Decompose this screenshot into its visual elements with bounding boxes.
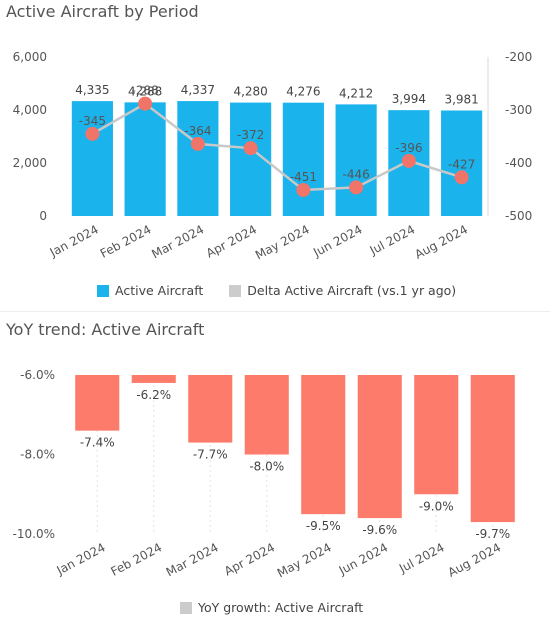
x-tick-label: Mar 2024 xyxy=(149,222,206,261)
bar-value-label: 4,212 xyxy=(339,86,373,100)
y2-tick-label: -300 xyxy=(505,103,532,117)
y2-tick-label: -200 xyxy=(505,50,532,64)
bar-value-label: 4,337 xyxy=(181,83,215,97)
bar-yoy-growth xyxy=(244,375,289,455)
delta-value-label: -451 xyxy=(290,170,317,184)
delta-value-label: -345 xyxy=(79,114,106,128)
x-tick-label: Aug 2024 xyxy=(412,222,470,261)
bar-yoy-growth xyxy=(301,375,346,515)
x-tick-label: Apr 2024 xyxy=(204,222,259,260)
delta-point xyxy=(454,170,469,185)
bar-yoy-growth xyxy=(131,375,176,383)
bar-active-aircraft xyxy=(441,110,483,216)
delta-value-label: -372 xyxy=(237,128,264,142)
chart-title: YoY trend: Active Aircraft xyxy=(6,320,205,339)
legend-label-active-aircraft: Active Aircraft xyxy=(115,283,204,298)
bar-value-label: 3,981 xyxy=(444,93,478,107)
bar-yoy-growth xyxy=(414,375,459,495)
delta-point xyxy=(85,126,100,141)
bar-value-label: -8.0% xyxy=(249,460,284,474)
x-tick-label: Apr 2024 xyxy=(222,540,277,578)
x-tick-label: Feb 2024 xyxy=(98,222,154,260)
y-tick-label: 2,000 xyxy=(13,156,47,170)
x-tick-label: Mar 2024 xyxy=(164,540,221,579)
legend-label-yoy-growth: YoY growth: Active Aircraft xyxy=(198,600,364,615)
bar-yoy-growth xyxy=(188,375,233,443)
bar-value-label: -9.6% xyxy=(362,523,397,537)
bar-value-label: 3,994 xyxy=(392,92,426,106)
chart-yoy-trend: -6.0% -8.0% -10.0% -7.4% -6.2% -7.7% -8.0% -9.5… xyxy=(13,368,515,580)
divider xyxy=(0,311,550,312)
bar-yoy-growth xyxy=(357,375,402,519)
legend: Active Aircraft Delta Active Aircraft (v… xyxy=(97,283,456,298)
x-tick-label: Jun 2024 xyxy=(336,540,390,578)
x-tick-label: Jan 2024 xyxy=(54,540,108,578)
x-tick-label: Feb 2024 xyxy=(108,540,164,578)
delta-point xyxy=(243,141,258,156)
bar-value-label: 4,288 xyxy=(128,84,162,98)
bar-yoy-growth xyxy=(75,375,120,431)
delta-point xyxy=(138,96,153,111)
chart-panel-active-aircraft: Active Aircraft by Period 0 2,000 4,000 6,0… xyxy=(0,0,550,305)
chart-title: Active Aircraft by Period xyxy=(6,2,199,21)
delta-value-label: -364 xyxy=(184,124,211,138)
bar-active-aircraft xyxy=(282,102,324,216)
bar-active-aircraft xyxy=(124,102,166,216)
x-tick-label: Jun 2024 xyxy=(310,222,364,260)
x-tick-label: May 2024 xyxy=(253,222,312,262)
x-tick-label: Jan 2024 xyxy=(47,222,101,260)
x-tick-label: Aug 2024 xyxy=(446,540,504,579)
y-tick-label: -8.0% xyxy=(20,448,55,462)
delta-point xyxy=(190,136,205,151)
x-tick-label: Jul 2024 xyxy=(396,540,447,576)
chart-active-aircraft: 0 2,000 4,000 6,000 -200 -300 -400 -500 4,335 4,2… xyxy=(13,50,533,262)
delta-value-label: -288 xyxy=(132,84,159,98)
bar-value-label: -7.7% xyxy=(193,448,228,462)
bar-yoy-growth xyxy=(470,375,515,523)
bar-active-aircraft xyxy=(71,101,113,216)
legend-swatch-active-aircraft xyxy=(97,284,109,297)
y2-tick-label: -400 xyxy=(505,156,532,170)
y-tick-label: 0 xyxy=(39,209,47,223)
delta-value-label: -396 xyxy=(395,141,422,155)
delta-series-line xyxy=(91,102,462,192)
delta-point xyxy=(296,183,311,198)
legend: YoY growth: Active Aircraft xyxy=(180,600,363,615)
legend-label-delta: Delta Active Aircraft (vs.1 yr ago) xyxy=(247,283,457,298)
bar-value-label: -6.2% xyxy=(136,388,171,402)
bar-active-aircraft xyxy=(335,104,377,216)
x-tick-label: Jul 2024 xyxy=(367,222,418,258)
legend-swatch-delta xyxy=(229,284,242,297)
bar-value-label: -9.5% xyxy=(306,519,341,533)
y2-tick-label: -500 xyxy=(505,209,532,223)
bar-value-label: -9.0% xyxy=(419,499,454,513)
delta-point xyxy=(349,180,364,195)
x-tick-label: May 2024 xyxy=(275,540,334,580)
delta-point xyxy=(401,153,416,168)
bar-value-label: -7.4% xyxy=(80,436,115,450)
delta-value-label: -446 xyxy=(343,167,370,181)
bar-value-label: -9.7% xyxy=(475,527,510,541)
y-tick-label: -10.0% xyxy=(13,527,55,541)
bar-active-aircraft xyxy=(177,101,219,216)
delta-value-label: -427 xyxy=(448,157,475,171)
legend-swatch-yoy-growth xyxy=(180,601,192,614)
y-tick-label: -6.0% xyxy=(20,368,55,382)
y-tick-label: 6,000 xyxy=(13,50,47,64)
bar-value-label: 4,276 xyxy=(286,85,320,99)
bar-value-label: 4,280 xyxy=(233,85,267,99)
chart-panel-yoy-trend: YoY trend: Active Aircraft -6.0% -8.0% -10… xyxy=(0,318,550,621)
bar-value-label: 4,335 xyxy=(75,83,109,97)
y-tick-label: 4,000 xyxy=(13,103,47,117)
